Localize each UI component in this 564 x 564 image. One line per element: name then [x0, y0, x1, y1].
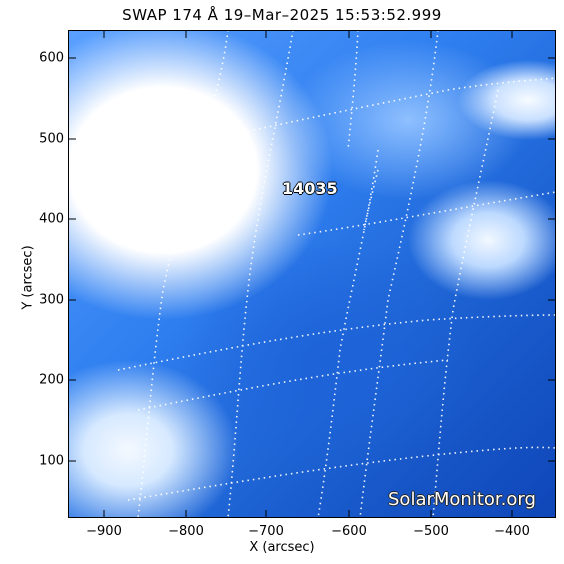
- y-tick-label: 200: [39, 372, 64, 388]
- y-tick-label: 300: [39, 292, 64, 308]
- x-tick-label: −500: [413, 524, 449, 539]
- x-tick-label: −800: [168, 524, 204, 539]
- x-tick-label: −400: [494, 524, 530, 539]
- active-region-label: 14035: [282, 179, 338, 198]
- x-tick-label: −900: [86, 524, 122, 539]
- y-tick-label: 500: [39, 131, 64, 147]
- solar-image: [68, 30, 556, 518]
- x-tick-label: −600: [331, 524, 367, 539]
- x-tick-label: −700: [248, 524, 284, 539]
- y-tick-label: 100: [39, 453, 64, 469]
- y-axis-title: Y (arcsec): [20, 245, 36, 310]
- x-axis-title: X (arcsec): [249, 540, 315, 555]
- watermark-label: SolarMonitor.org: [388, 489, 536, 510]
- y-tick-label: 400: [39, 211, 64, 227]
- heliographic-grid: [117, 30, 556, 518]
- image-title: SWAP 174 Å 19–Mar–2025 15:53:52.999: [122, 6, 442, 24]
- y-tick-label: 600: [39, 50, 64, 66]
